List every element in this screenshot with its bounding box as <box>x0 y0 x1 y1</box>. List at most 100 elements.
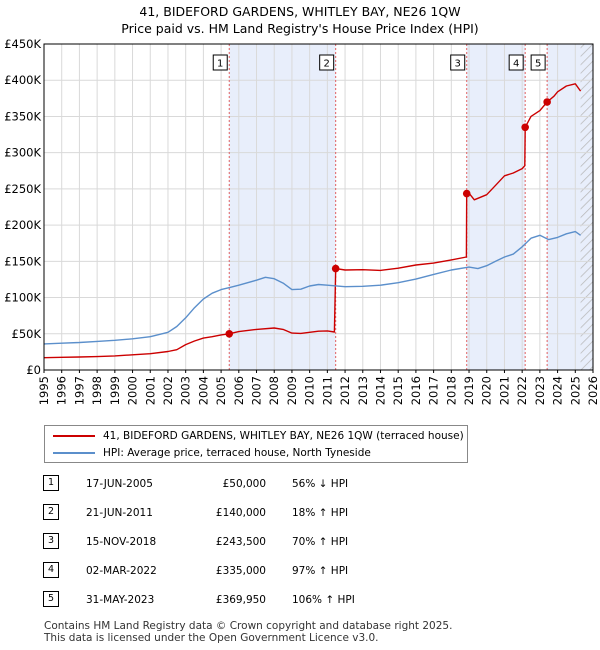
transaction-number: 3 <box>43 533 59 549</box>
y-tick-label: £450K <box>4 37 41 51</box>
x-tick-label: 2013 <box>356 376 370 405</box>
x-tick-label: 2023 <box>533 376 547 405</box>
x-tick-label: 2009 <box>285 376 299 405</box>
transaction-row: 1 17-JUN-2005 £50,000 56% ↓ HPI <box>0 474 600 494</box>
transaction-row: 4 02-MAR-2022 £335,000 97% ↑ HPI <box>0 561 600 581</box>
y-tick-label: £50K <box>12 327 42 341</box>
transaction-price: £50,000 <box>222 478 266 490</box>
transaction-hpi: 97% ↑ HPI <box>292 565 349 577</box>
y-tick-label: £200K <box>4 218 41 232</box>
x-tick-label: 2007 <box>250 376 264 405</box>
sale-marker-label: 3 <box>455 59 461 70</box>
y-tick-label: £350K <box>4 109 41 123</box>
sale-point <box>331 264 340 273</box>
x-tick-label: 2005 <box>214 376 228 405</box>
transaction-hpi: 70% ↑ HPI <box>292 536 349 548</box>
sale-marker-box <box>450 54 466 71</box>
legend-label-price: 41, BIDEFORD GARDENS, WHITLEY BAY, NE26 … <box>103 430 464 442</box>
x-tick-label: 2012 <box>338 376 352 405</box>
y-tick-label: £100K <box>4 291 41 305</box>
footer-line-2: This data is licensed under the Open Gov… <box>44 632 379 644</box>
sale-point <box>225 329 234 338</box>
x-tick-label: 2010 <box>303 376 317 405</box>
x-tick-label: 2024 <box>551 376 565 405</box>
x-tick-label: 2006 <box>232 376 246 405</box>
x-tick-label: 2004 <box>196 376 210 405</box>
ownership-shade <box>229 44 336 370</box>
transaction-row: 5 31-MAY-2023 £369,950 106% ↑ HPI <box>0 590 600 610</box>
chart-title: 41, BIDEFORD GARDENS, WHITLEY BAY, NE26 … <box>139 4 461 19</box>
x-tick-label: 1997 <box>72 376 86 405</box>
x-tick-label: 2019 <box>462 376 476 405</box>
transaction-hpi: 106% ↑ HPI <box>292 594 355 606</box>
transaction-hpi: 18% ↑ HPI <box>292 507 349 519</box>
sale-marker-label: 2 <box>323 59 329 70</box>
transaction-number: 1 <box>43 475 59 491</box>
transaction-row: 2 21-JUN-2011 £140,000 18% ↑ HPI <box>0 503 600 523</box>
sale-marker-label: 4 <box>513 59 519 70</box>
sale-point <box>521 123 529 132</box>
future-hatch <box>580 44 593 370</box>
x-tick-label: 1999 <box>108 376 122 405</box>
transaction-date: 31-MAY-2023 <box>86 594 155 606</box>
x-tick-label: 2000 <box>126 376 140 405</box>
sale-marker-box <box>530 54 546 71</box>
transaction-date: 21-JUN-2011 <box>86 507 153 519</box>
x-tick-label: 2016 <box>409 376 423 405</box>
transaction-row: 3 15-NOV-2018 £243,500 70% ↑ HPI <box>0 532 600 552</box>
y-tick-label: £300K <box>4 146 41 160</box>
x-tick-label: 2022 <box>515 376 529 405</box>
x-tick-label: 1998 <box>90 376 104 405</box>
legend-swatch-hpi <box>53 452 95 454</box>
sale-marker-box <box>212 54 228 71</box>
x-tick-label: 2025 <box>568 376 582 405</box>
transaction-date: 15-NOV-2018 <box>86 536 157 548</box>
sale-marker-label: 5 <box>535 59 541 70</box>
transaction-number: 5 <box>43 591 59 607</box>
transaction-date: 02-MAR-2022 <box>86 565 157 577</box>
price-chart: £0 £50K £100K £150K £200K £250K £300K £350K £400… <box>4 37 600 405</box>
transaction-hpi: 56% ↓ HPI <box>292 478 349 490</box>
transaction-price: £243,500 <box>215 536 266 548</box>
y-tick-label: £150K <box>4 254 41 268</box>
y-tick-label: £0 <box>26 363 41 377</box>
sale-marker-box <box>508 54 524 71</box>
x-tick-label: 1996 <box>55 376 69 405</box>
sale-marker-box <box>319 54 335 71</box>
plot-frame <box>43 43 594 371</box>
y-tick-label: £250K <box>4 182 41 196</box>
x-tick-label: 2002 <box>161 376 175 405</box>
x-tick-label: 2011 <box>320 376 334 405</box>
y-tick-label: £400K <box>4 73 41 87</box>
hpi-line <box>43 230 582 345</box>
legend-swatch-price <box>53 435 95 437</box>
x-tick-label: 2008 <box>267 376 281 405</box>
x-tick-label: 2020 <box>480 376 494 405</box>
transaction-date: 17-JUN-2005 <box>86 478 153 490</box>
chart-title-block: 41, BIDEFORD GARDENS, WHITLEY BAY, NE26 … <box>0 3 600 37</box>
sale-point <box>543 98 551 106</box>
legend-label-hpi: HPI: Average price, terraced house, Nort… <box>103 447 371 459</box>
footer-attribution: Contains HM Land Registry data © Crown c… <box>44 620 452 644</box>
x-tick-label: 2018 <box>444 376 458 405</box>
price-paid-line <box>43 83 582 359</box>
transaction-price: £335,000 <box>215 565 266 577</box>
x-tick-label: 2001 <box>143 376 157 405</box>
transaction-number: 4 <box>43 562 59 578</box>
chart-subtitle: Price paid vs. HM Land Registry's House … <box>121 21 479 36</box>
x-tick-label: 2003 <box>179 376 193 405</box>
x-tick-label: 2015 <box>391 376 405 405</box>
x-tick-label: 2014 <box>373 376 387 405</box>
legend: 41, BIDEFORD GARDENS, WHITLEY BAY, NE26 … <box>44 425 468 463</box>
transaction-number: 2 <box>43 504 59 520</box>
sale-marker-label: 1 <box>217 59 223 70</box>
transaction-price: £140,000 <box>215 507 266 519</box>
ownership-shade <box>466 44 526 370</box>
x-tick-label: 2017 <box>427 376 441 405</box>
transaction-price: £369,950 <box>215 594 266 606</box>
footer-line-1: Contains HM Land Registry data © Crown c… <box>44 620 453 632</box>
sale-point <box>462 189 471 198</box>
x-tick-label: 2021 <box>497 376 511 405</box>
x-tick-label: 1995 <box>37 376 51 405</box>
x-tick-label: 2026 <box>586 376 600 405</box>
